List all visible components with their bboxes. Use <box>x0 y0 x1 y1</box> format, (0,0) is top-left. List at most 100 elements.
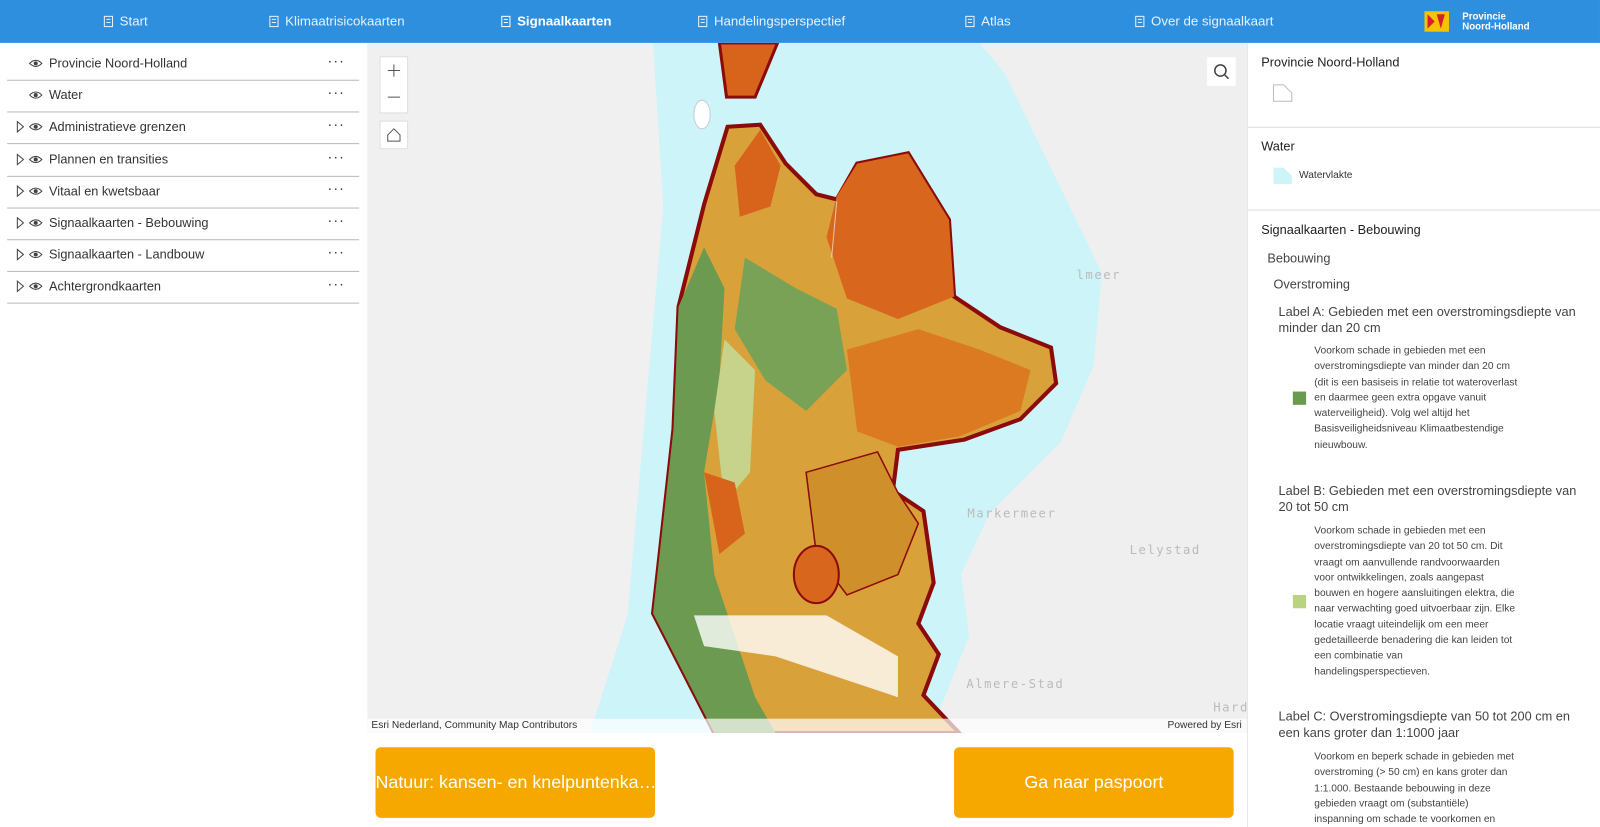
zoom-in[interactable] <box>387 64 400 77</box>
legend-panel: Provincie Noord-Holland Water Watervlakt… <box>1246 42 1600 827</box>
layer-row[interactable]: Signaalkaarten - Bebouwing ··· <box>7 208 360 241</box>
water-symbol <box>1273 167 1292 185</box>
search-icon <box>1214 64 1230 80</box>
layer-options[interactable]: ··· <box>327 115 345 133</box>
polygon-symbol <box>1272 84 1293 102</box>
home-button[interactable] <box>379 120 409 150</box>
zone-green <box>653 247 776 733</box>
page-icon <box>1135 15 1145 28</box>
visibility-toggle[interactable] <box>28 90 43 100</box>
urban-water <box>693 615 898 698</box>
map[interactable]: lmeer Markermeer Lelystad Almere-Stad Ha… <box>367 42 1247 733</box>
layer-row[interactable]: Plannen en transities ··· <box>7 144 360 177</box>
attribution: Esri Nederland, Community Map Contributo… <box>371 719 578 731</box>
zone-orange <box>734 129 781 217</box>
layer-options[interactable]: ··· <box>327 147 345 165</box>
class-swatch <box>1292 391 1307 405</box>
layer-options[interactable]: ··· <box>327 275 345 292</box>
layer-row[interactable]: Signaalkaarten - Landbouw ··· <box>7 239 360 273</box>
visibility-toggle[interactable] <box>28 154 43 164</box>
logo-line: Provincie <box>1462 11 1506 23</box>
separator <box>1247 126 1600 128</box>
layer-row[interactable]: Vitaal en kwetsbaar ··· <box>7 176 360 209</box>
island <box>717 42 780 99</box>
expand-toggle[interactable] <box>16 216 25 229</box>
class-description: Voorkom schade in gebieden met een overs… <box>1314 525 1516 678</box>
nav-link[interactable]: Start <box>103 0 148 43</box>
layer-title: Administratieve grenzen <box>48 120 186 135</box>
class-label: Label C: Overstromingsdiepte van 50 tot … <box>1278 709 1570 741</box>
logo-line: Noord-Holland <box>1462 21 1530 33</box>
layer-title: Water <box>48 88 83 103</box>
map-label: Harde <box>1213 700 1247 715</box>
layer-row[interactable]: Provincie Noord-Holland ··· <box>7 48 360 81</box>
attribution-bar: Esri Nederland, Community Map Contributo… <box>367 718 1247 733</box>
nav-link[interactable]: Atlas <box>965 0 1011 43</box>
separator <box>1247 209 1600 211</box>
zone-lightgreen <box>714 339 756 503</box>
legend-group: Bebouwing <box>1267 251 1331 266</box>
layer-title: Signaalkaarten - Bebouwing <box>48 215 209 231</box>
class-swatch <box>1292 594 1307 609</box>
visibility-toggle[interactable] <box>28 186 43 196</box>
expand-toggle[interactable] <box>16 280 25 293</box>
map-label: Almere-Stad <box>966 676 1065 692</box>
map-label: Lelystad <box>1129 542 1201 558</box>
map-label: lmeer <box>1076 267 1122 283</box>
home-icon <box>387 128 401 142</box>
nav-label: Handelingsperspectief <box>713 13 846 29</box>
visibility-toggle[interactable] <box>28 282 43 292</box>
nav-label: Signaalkaarten <box>517 13 612 29</box>
layer-row[interactable]: Achtergrondkaarten ··· <box>7 271 360 305</box>
legend-title: Provincie Noord-Holland <box>1261 55 1400 70</box>
zone-orange <box>826 153 955 319</box>
nav-link[interactable]: Over de signaalkaart <box>1135 0 1274 43</box>
expand-toggle[interactable] <box>16 184 25 198</box>
legend-title: Signaalkaarten - Bebouwing <box>1261 222 1421 238</box>
layer-row[interactable]: Water ··· <box>7 80 360 113</box>
class-description: Voorkom schade in gebieden met een overs… <box>1314 345 1518 451</box>
visibility-toggle[interactable] <box>28 58 43 68</box>
expand-toggle[interactable] <box>16 248 25 261</box>
nav-link[interactable]: Signaalkaarten <box>501 0 612 43</box>
nav-button[interactable]: Natuur: kansen- en knelpuntenka… <box>375 747 656 818</box>
layer-options[interactable]: ··· <box>327 179 345 197</box>
layer-options[interactable]: ··· <box>327 211 345 228</box>
layer-options[interactable]: ··· <box>327 52 345 69</box>
nav-link[interactable]: Klimaatrisicokaarten <box>269 0 405 43</box>
layer-options[interactable]: ··· <box>327 243 345 260</box>
layer-title: Signaalkaarten - Landbouw <box>48 247 205 262</box>
zone-green <box>734 257 847 411</box>
nav-button[interactable]: Ga naar paspoort <box>954 747 1234 818</box>
map-canvas <box>589 42 1247 733</box>
nav-label: Start <box>119 13 148 29</box>
layer-row[interactable]: Administratieve grenzen ··· <box>7 112 360 145</box>
expand-toggle[interactable] <box>16 152 25 166</box>
zone-orange <box>792 544 840 605</box>
page-icon <box>501 15 511 28</box>
island <box>693 99 711 130</box>
legend-title: Water <box>1261 139 1295 154</box>
logo-text: Provincie Noord-Holland <box>1462 12 1529 32</box>
visibility-toggle[interactable] <box>28 122 43 132</box>
zoom-icons <box>387 64 400 98</box>
expand-toggle[interactable] <box>16 121 25 134</box>
nav-link[interactable]: Handelingsperspectief <box>698 0 846 43</box>
layer-title: Vitaal en kwetsbaar <box>48 183 161 199</box>
visibility-toggle[interactable] <box>28 250 43 260</box>
nav-label: Over de signaalkaart <box>1151 13 1274 29</box>
powered-by[interactable]: Powered by Esri <box>1167 719 1242 731</box>
legend-item: Watervlakte <box>1298 169 1353 181</box>
visibility-toggle[interactable] <box>28 218 43 228</box>
layer-title: Plannen en transities <box>48 151 169 167</box>
search-button[interactable] <box>1206 56 1237 87</box>
zoom-controls <box>379 56 409 114</box>
page-icon <box>269 15 279 28</box>
layer-title: Provincie Noord-Holland <box>48 56 188 71</box>
nav-label: Atlas <box>981 13 1011 29</box>
class-label: Label B: Gebieden met een overstromingsd… <box>1278 483 1577 515</box>
layer-options[interactable]: ··· <box>327 84 345 101</box>
